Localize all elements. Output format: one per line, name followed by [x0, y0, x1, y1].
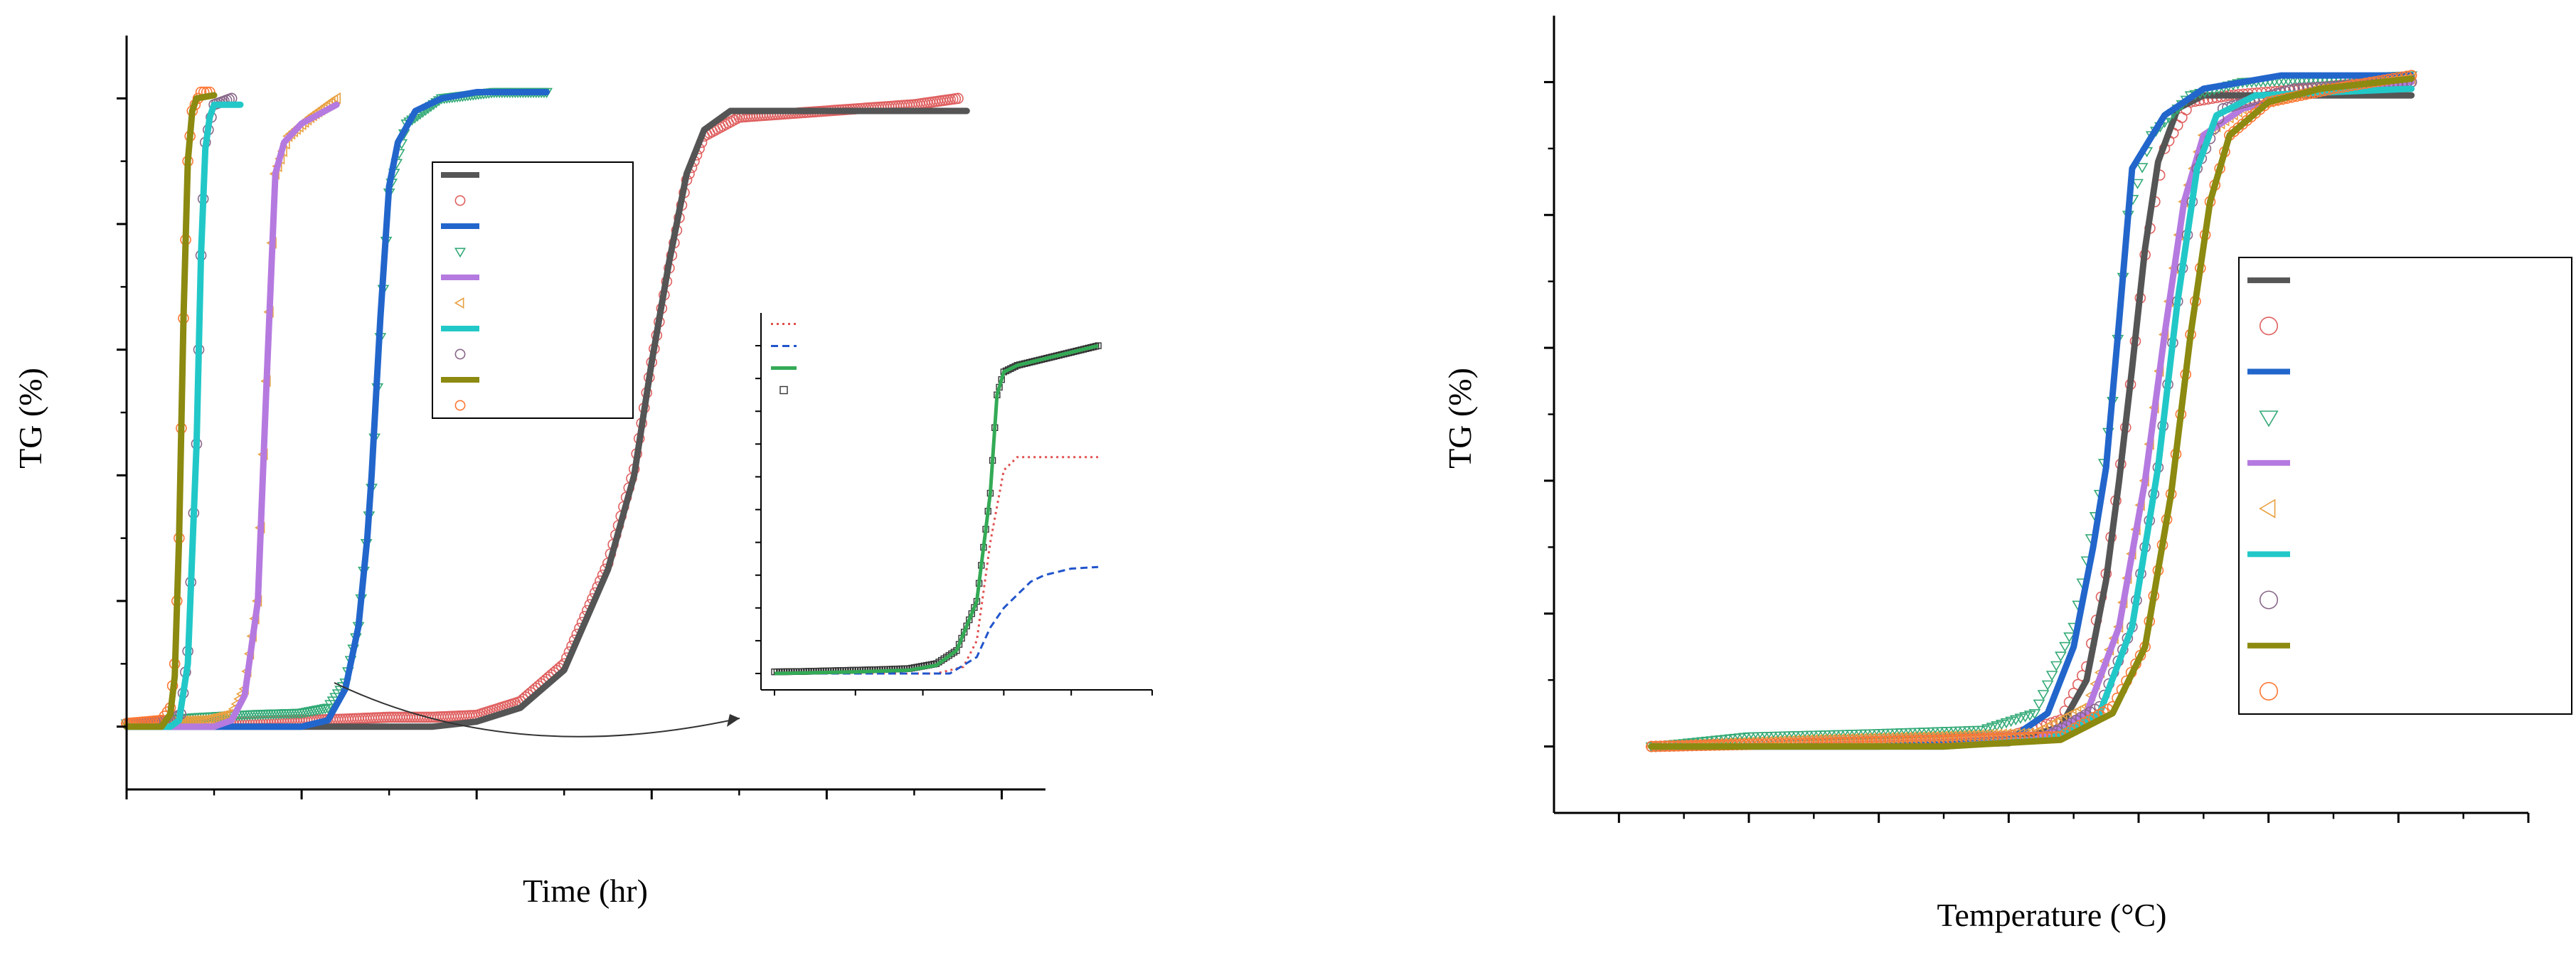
inset-series-line — [775, 565, 1099, 675]
right-axes — [1544, 16, 2530, 823]
left-chart: Time (hr) TG (%) — [12, 36, 1153, 909]
series-line — [1648, 75, 2415, 750]
legend-marker — [454, 400, 466, 411]
series-line — [123, 89, 550, 730]
data-point — [2131, 179, 2144, 189]
left-plot-area — [120, 86, 970, 730]
inset-arrow — [334, 682, 740, 738]
data-point — [2045, 671, 2058, 681]
inset-series-line — [774, 344, 1099, 676]
data-point — [196, 714, 207, 727]
legend-marker — [454, 297, 464, 309]
left-y-axis-label: TG (%) — [12, 368, 48, 469]
data-point — [2055, 651, 2067, 662]
data-point — [2033, 699, 2045, 710]
series-line — [123, 101, 244, 730]
data-point — [2136, 163, 2149, 174]
legend-marker — [2259, 410, 2279, 427]
data-point — [2037, 690, 2050, 701]
data-point — [2028, 709, 2041, 720]
legend-frame — [432, 161, 634, 419]
legend-marker — [454, 195, 466, 206]
right-x-axis-label: Temperature (°C) — [1937, 897, 2167, 933]
series-line — [123, 101, 340, 730]
series-line — [123, 107, 970, 730]
legend-marker — [2259, 681, 2279, 701]
series-line — [123, 92, 218, 730]
legend-marker — [2259, 590, 2279, 610]
legend-frame — [2238, 257, 2572, 715]
right-y-axis-label: TG (%) — [1442, 368, 1478, 469]
legend-marker — [454, 348, 466, 360]
right-legend — [2238, 257, 2572, 715]
data-point — [2063, 632, 2075, 643]
left-x-axis-label: Time (hr) — [523, 873, 648, 909]
data-point — [2041, 680, 2054, 691]
inset-chart — [755, 313, 1153, 696]
data-point — [952, 92, 964, 105]
inset-legend-marker — [779, 385, 788, 395]
right-chart: Temperature (°C) TG (%) — [1442, 16, 2572, 933]
inset-series-line — [775, 456, 1099, 675]
left-legend — [432, 161, 634, 419]
legend-marker — [454, 248, 467, 258]
legend-marker — [2259, 499, 2276, 518]
data-point — [330, 92, 341, 105]
inset-arrow-head — [727, 714, 740, 727]
data-point — [2059, 642, 2071, 652]
data-point — [2050, 661, 2063, 671]
right-plot-area — [1645, 70, 2417, 753]
left-axes — [117, 36, 1045, 799]
legend-marker — [2259, 316, 2279, 336]
